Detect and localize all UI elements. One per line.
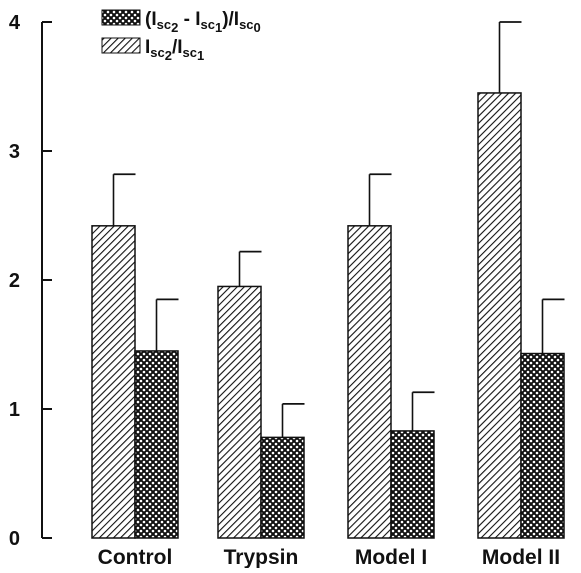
legend-label-part: sc	[150, 45, 164, 60]
category-label: Control	[98, 546, 173, 568]
legend-label-part: 2	[165, 48, 172, 63]
legend-label: Isc2/Isc1	[145, 37, 204, 63]
bar	[347, 225, 392, 539]
legend-label-part: I	[145, 37, 150, 58]
bar	[390, 430, 435, 539]
legend-label-part: 2	[171, 20, 178, 35]
legend-label-part: sc	[239, 17, 253, 32]
category-label: Model II	[482, 546, 560, 568]
bars-layer	[91, 21, 565, 539]
legend-label-part: sc	[183, 45, 197, 60]
bar	[477, 92, 522, 539]
labels-layer: Control Trypsin Model I Model II	[98, 546, 560, 569]
category-label: Model I	[355, 546, 427, 568]
y-tick-label: 1	[9, 399, 20, 421]
bar	[134, 350, 179, 539]
y-tick-label: 4	[9, 12, 21, 34]
legend-label-part: sc	[200, 17, 214, 32]
legend-swatch	[101, 37, 141, 54]
legend-swatch	[101, 9, 141, 26]
legend-label-part: sc	[157, 17, 171, 32]
y-tick-label: 2	[9, 270, 20, 292]
legend-label-part: /I	[172, 37, 183, 58]
y-tick-label: 3	[9, 141, 20, 163]
bar	[520, 352, 565, 539]
legend-label: (Isc2 - Isc1)/Isc0	[145, 9, 261, 35]
bar	[260, 436, 305, 539]
legend-label-part: (I	[145, 9, 157, 30]
category-label: Trypsin	[224, 546, 299, 568]
legend-label-part: 1	[215, 20, 222, 35]
axis-layer: 0 1 2 3 4	[9, 12, 52, 550]
bar	[91, 225, 136, 539]
y-tick-label: 0	[9, 528, 20, 550]
legend-label-part: 1	[197, 48, 204, 63]
bar	[217, 285, 262, 539]
legend-label-part: )/I	[222, 9, 239, 30]
legend-label-part: - I	[178, 9, 200, 30]
legend-label-part: 0	[254, 20, 261, 35]
